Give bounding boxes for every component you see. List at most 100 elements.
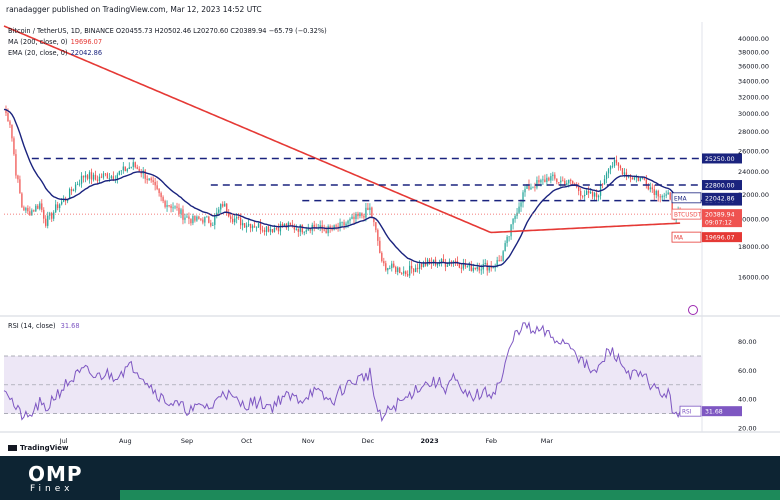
candle-body [110,176,113,179]
price-axis-tick-label: 34000.00 [738,78,769,86]
candle-body [170,205,172,209]
candle-body [570,179,572,182]
price-axis-tick-label: 30000.00 [738,110,769,118]
candle-body [409,265,411,276]
candle-body [220,204,222,210]
candle-body [593,193,596,197]
candle-body [293,225,295,230]
price-tag-box [702,192,742,203]
candle-body [671,199,673,212]
candle-body [245,225,248,228]
candle-body [621,168,624,175]
candle-body [88,172,91,179]
candle-body [389,267,391,269]
candle-body [407,274,409,276]
price-tag-box [702,232,742,243]
candle-body [379,240,381,253]
time-axis-tick-label: Aug [119,437,132,445]
candle-body [210,222,212,226]
candle-body [271,229,274,233]
candle-body [418,263,421,269]
candle-body [645,179,647,186]
price-tag-countdown: 09:07:12 [705,220,732,227]
time-axis-tick-label: Sep [181,437,193,445]
candle-body [522,192,524,203]
candle-body [591,191,594,197]
candle-body [172,207,174,209]
legend-ema-value: 22042.86 [70,49,103,57]
candle-body [208,216,210,223]
candle-body [613,159,616,166]
candle-body [484,262,486,265]
price-axis-tick-label: 16000.00 [738,274,769,282]
candle-body [587,190,590,194]
candle-body [297,228,299,232]
candle-body [263,230,266,232]
candle-body [154,181,156,186]
rsi-tag-name: RSI [682,410,692,416]
candle-body [564,180,566,186]
candle-body [462,263,465,269]
price-chart: 16000.00 18000.00 20000.00 22000.00 24000.00… [0,22,780,445]
candle-body [178,207,180,214]
candle-body [281,223,284,227]
price-tag-name-box [671,192,702,204]
candle-body [61,201,63,205]
candle-body [206,216,208,218]
candle-body [239,217,242,226]
level-tag [702,153,742,164]
rsi-axis-tick-label: 40.00 [738,396,757,404]
candle-body [639,177,641,181]
candle-body [498,260,500,261]
candle-body [174,206,176,208]
candle-body [158,188,160,194]
candle-body [609,166,612,170]
candle-body [265,226,268,232]
candle-body [275,228,278,229]
price-axis-tick-label: 18000.00 [738,243,769,251]
price-axis-tick-label: 24000.00 [738,168,769,176]
candle-body [383,261,385,264]
candle-body [518,206,520,213]
candle-body [444,262,447,267]
candle-body [212,224,214,226]
candle-body [124,166,126,172]
candle-body [436,263,439,266]
candle-body [576,185,578,187]
candle-body [586,190,588,195]
rsi-legend-value: 31.68 [60,322,80,330]
candle-body [148,178,150,181]
candle-body [104,173,107,175]
rsi-line [3,321,681,423]
candle-body [337,226,339,228]
candle-body [13,138,15,155]
candle-body [385,263,387,271]
candle-body [532,186,534,188]
candle-body [357,213,359,217]
candle-body [307,228,309,231]
candle-body [80,175,83,184]
candle-body [94,174,97,180]
candle-body [168,205,170,206]
candle-body [580,190,582,196]
candle-body [528,184,530,190]
candle-body [202,219,204,223]
candle-body [222,204,224,207]
candle-body [35,205,37,212]
candle-body [375,222,377,230]
candle-body [287,222,290,228]
candle-body [355,213,357,219]
candle-body [90,172,93,180]
candle-body [66,199,69,202]
candle-body [261,229,264,231]
candle-body [116,174,118,180]
candle-body [267,226,270,232]
candle-body [619,165,622,169]
candle-body [599,183,602,196]
candle-body [432,259,435,264]
event-icon [688,305,698,315]
price-tag-name: EMA [674,196,687,202]
candle-body [405,271,407,275]
price-tag-name-box [671,208,702,220]
price-axis-tick-label: 32000.00 [738,93,769,101]
